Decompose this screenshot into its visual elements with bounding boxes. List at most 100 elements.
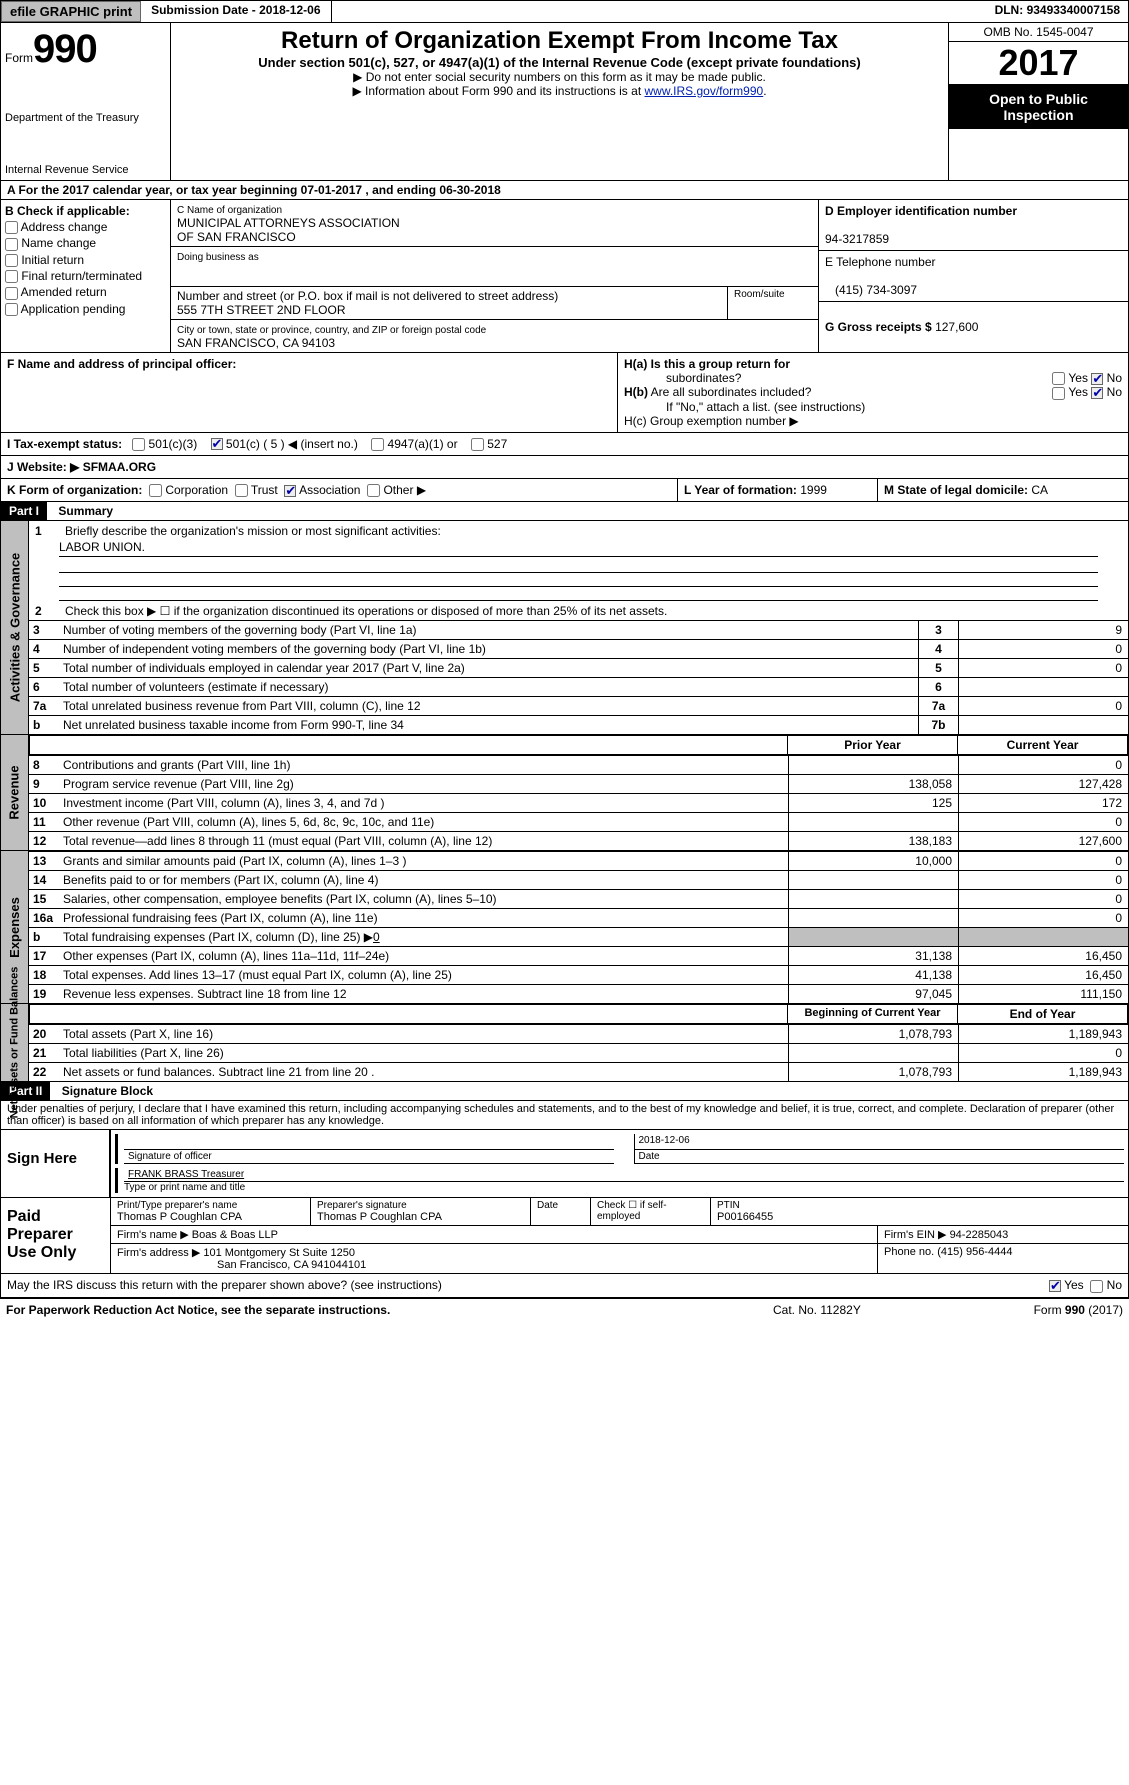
chk-other[interactable] (367, 484, 380, 497)
ein-box: D Employer identification number 94-3217… (819, 200, 1128, 251)
preparer-name: Thomas P Coughlan CPA (117, 1211, 242, 1223)
firm-name: Boas & Boas LLP (192, 1229, 278, 1241)
line-21-begin (788, 1044, 958, 1062)
line-16a-prior (788, 909, 958, 927)
hb-yes-label: Yes (1068, 385, 1088, 399)
vtab-activities: Activities & Governance (1, 521, 29, 734)
chk-name-change-label: Name change (21, 236, 96, 250)
line-12-current: 127,600 (958, 832, 1128, 850)
perjury-text: Under penalties of perjury, I declare th… (0, 1101, 1129, 1130)
gross-value: 127,600 (935, 320, 978, 334)
line-5-text: Total number of individuals employed in … (59, 659, 918, 677)
chk-initial-return[interactable]: Initial return (5, 253, 166, 267)
line-21-text: Total liabilities (Part X, line 26) (59, 1044, 788, 1062)
m-label: M State of legal domicile: (884, 483, 1031, 497)
chk-trust[interactable] (235, 484, 248, 497)
line-20-end: 1,189,943 (958, 1025, 1128, 1043)
line-3-text: Number of voting members of the governin… (59, 621, 918, 639)
discuss-yes-checkbox[interactable] (1049, 1280, 1061, 1292)
k-label: K Form of organization: (7, 483, 142, 497)
line-7a-text: Total unrelated business revenue from Pa… (59, 697, 918, 715)
ha-no-checkbox[interactable] (1091, 373, 1103, 385)
lbl-501c-close: ) ◀ (insert no.) (277, 437, 358, 451)
street-row: Number and street (or P.O. box if mail i… (171, 287, 818, 320)
chk-association[interactable] (284, 485, 296, 497)
chk-application-pending[interactable]: Application pending (5, 302, 166, 316)
hc-label: H(c) Group exemption number ▶ (624, 414, 1122, 428)
line-12-text: Total revenue—add lines 8 through 11 (mu… (59, 832, 788, 850)
room-suite-label: Room/suite (728, 287, 818, 319)
row-klm: K Form of organization: Corporation Trus… (0, 479, 1129, 502)
tel-label: E Telephone number (825, 255, 936, 269)
city-label: City or town, state or province, country… (177, 325, 486, 336)
chk-amended-return[interactable]: Amended return (5, 285, 166, 299)
firm-addr-label: Firm's address ▶ (117, 1247, 203, 1259)
open-to-public: Open to Public Inspection (949, 85, 1128, 129)
signature-date-label: Date (635, 1150, 1125, 1164)
vtab-expenses-label: Expenses (7, 897, 22, 958)
lbl-association: Association (299, 483, 360, 497)
row-a-begin: 07-01-2017 (301, 183, 362, 197)
row-i-tax-exempt: I Tax-exempt status: 501(c)(3) 501(c) ( … (0, 433, 1129, 456)
efile-print-button[interactable]: efile GRAPHIC print (1, 1, 141, 22)
line-9: 9Program service revenue (Part VIII, lin… (29, 774, 1128, 793)
col-current-year: Current Year (957, 736, 1127, 754)
line-9-current: 127,428 (958, 775, 1128, 793)
preparer-sig-label: Preparer's signature (317, 1200, 524, 1211)
l-label: L Year of formation: (684, 483, 800, 497)
info-note-text: Information about Form 990 and its instr… (365, 84, 644, 98)
line-14: 14Benefits paid to or for members (Part … (29, 870, 1128, 889)
ein-label: D Employer identification number (825, 204, 1017, 218)
line-10: 10Investment income (Part VIII, column (… (29, 793, 1128, 812)
tel-box: E Telephone number (415) 734-3097 (819, 251, 1128, 302)
preparer-name-label: Print/Type preparer's name (117, 1200, 304, 1211)
chk-name-change[interactable]: Name change (5, 236, 166, 250)
part-1-title: Summary (50, 504, 113, 518)
form-header: Form 990 Department of the Treasury Inte… (0, 23, 1129, 181)
chk-501c3[interactable] (132, 438, 145, 451)
firm-phone: (415) 956-4444 (937, 1246, 1012, 1258)
chk-address-change-label: Address change (21, 220, 108, 234)
discuss-no-checkbox[interactable] (1090, 1280, 1103, 1293)
lbl-4947a1: 4947(a)(1) or (388, 437, 458, 451)
submission-date-value: 2018-12-06 (259, 3, 320, 17)
chk-address-change[interactable]: Address change (5, 220, 166, 234)
line-17-current: 16,450 (958, 947, 1128, 965)
chk-4947a1[interactable] (371, 438, 384, 451)
line-6-text: Total number of volunteers (estimate if … (59, 678, 918, 696)
chk-501c[interactable] (211, 438, 223, 450)
line-11-text: Other revenue (Part VIII, column (A), li… (59, 813, 788, 831)
row-j-website: J Website: ▶ SFMAA.ORG (0, 456, 1129, 479)
chk-final-return[interactable]: Final return/terminated (5, 269, 166, 283)
discuss-row: May the IRS discuss this return with the… (0, 1274, 1129, 1297)
paid-preparer-label: Paid Preparer Use Only (1, 1198, 111, 1273)
row-a-end: 06-30-2018 (439, 183, 500, 197)
l-year-formation: L Year of formation: 1999 (678, 479, 878, 501)
chk-corporation[interactable] (149, 484, 162, 497)
irs-link[interactable]: www.IRS.gov/form990 (644, 84, 763, 98)
col-end: End of Year (957, 1005, 1127, 1023)
discuss-yes-label: Yes (1064, 1278, 1084, 1292)
firm-phone-label: Phone no. (884, 1246, 937, 1258)
preparer-date-label: Date (537, 1200, 584, 1211)
footer-year: 2017 (1092, 1303, 1119, 1317)
firm-ein-label: Firm's EIN ▶ (884, 1229, 950, 1241)
ha-label: H(a) Is this a group return for (624, 357, 790, 371)
ha-yes-checkbox[interactable] (1052, 372, 1065, 385)
section-deg: D Employer identification number 94-3217… (818, 200, 1128, 352)
topbar: efile GRAPHIC print Submission Date - 20… (0, 0, 1129, 23)
sign-here-label: Sign Here (1, 1130, 111, 1197)
line-11-current: 0 (958, 813, 1128, 831)
page-footer: For Paperwork Reduction Act Notice, see … (0, 1298, 1129, 1321)
chk-527[interactable] (471, 438, 484, 451)
dln: DLN: 93493340007158 (987, 1, 1128, 22)
line-9-text: Program service revenue (Part VIII, line… (59, 775, 788, 793)
submission-date-label: Submission Date - (151, 3, 259, 17)
chk-final-return-label: Final return/terminated (21, 269, 142, 283)
line-15: 15Salaries, other compensation, employee… (29, 889, 1128, 908)
hb-no-checkbox[interactable] (1091, 387, 1103, 399)
ha-no-label: No (1107, 371, 1122, 385)
line-10-current: 172 (958, 794, 1128, 812)
hb-yes-checkbox[interactable] (1052, 387, 1065, 400)
row-a-prefix: A For the 2017 calendar year, or tax yea… (7, 183, 301, 197)
